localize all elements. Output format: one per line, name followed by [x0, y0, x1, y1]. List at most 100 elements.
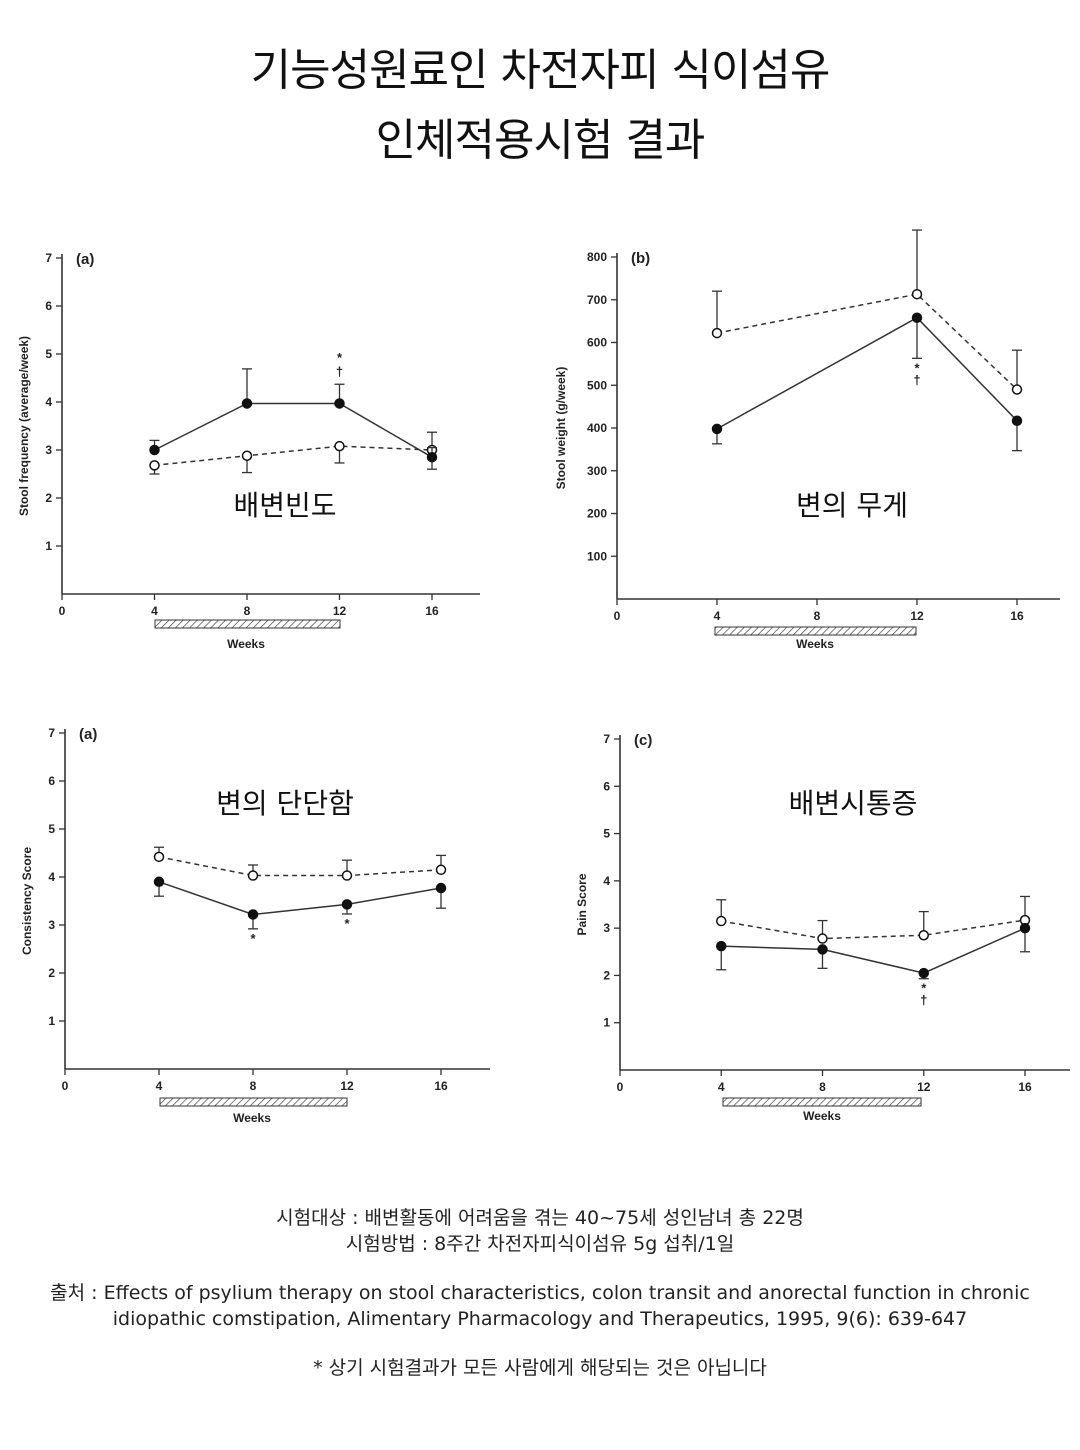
data-point-open — [153, 851, 165, 863]
treatment-bar — [714, 626, 917, 636]
x-axis-label: Weeks — [796, 637, 834, 651]
data-point-filled — [716, 940, 727, 952]
y-axis-label: Pain Score — [575, 873, 589, 935]
footer-source-line2: idiopathic comstipation, Alimentary Phar… — [112, 1308, 968, 1330]
data-point-open — [716, 915, 727, 927]
x-axis-label: Weeks — [227, 637, 265, 651]
y-tick-label: 2 — [603, 968, 610, 982]
footer-method: 시험방법 : 8주간 차전자피식이섬유 5g 섭취/1일 — [345, 1233, 735, 1255]
series-line-open — [154, 445, 433, 467]
data-point-open — [711, 327, 723, 339]
data-point-open — [918, 929, 929, 941]
x-tick-label: 16 — [434, 1079, 448, 1093]
y-tick-label: 6 — [48, 774, 55, 788]
series-line-open — [158, 856, 442, 877]
y-tick-label: 600 — [587, 336, 607, 350]
x-tick-label: 4 — [718, 1080, 725, 1094]
x-tick-label: 8 — [250, 1079, 257, 1093]
overlay-label: 배변시통증 — [789, 787, 918, 820]
data-point-open — [817, 933, 828, 944]
series-line-open — [721, 919, 1026, 940]
data-point-open — [911, 288, 923, 300]
y-tick-label: 7 — [48, 726, 55, 740]
x-tick-label: 4 — [156, 1079, 163, 1093]
panel-label: (a) — [76, 251, 94, 268]
significance-mark: * — [921, 981, 927, 996]
y-tick-label: 700 — [587, 293, 607, 307]
y-tick-label: 1 — [48, 1014, 55, 1028]
footer-source-line1: 출처 : Effects of psylium therapy on stool… — [50, 1282, 1030, 1304]
data-point-filled — [817, 944, 828, 955]
page-title-line1: 기능성원료인 차전자피 식이섬유 — [250, 45, 831, 96]
x-tick-label: 8 — [244, 604, 251, 618]
y-tick-label: 5 — [48, 822, 55, 836]
significance-mark: * — [337, 350, 343, 365]
x-tick-label: 16 — [1018, 1080, 1032, 1094]
series-line-filled — [721, 927, 1026, 974]
x-tick-label: 0 — [59, 604, 66, 618]
y-tick-label: 2 — [48, 966, 55, 980]
x-tick-label: 8 — [819, 1080, 826, 1094]
y-tick-label: 3 — [603, 921, 610, 935]
data-point-filled — [426, 451, 438, 463]
panel-label: (c) — [634, 732, 652, 749]
page-title-line2: 인체적용시험 결과 — [375, 115, 706, 166]
x-tick-label: 0 — [62, 1079, 69, 1093]
significance-mark: * — [250, 931, 256, 946]
x-tick-label: 0 — [614, 609, 621, 623]
treatment-bar — [154, 619, 341, 629]
y-tick-label: 800 — [587, 250, 607, 264]
y-tick-label: 1 — [603, 1016, 610, 1030]
y-tick-label: 200 — [587, 507, 607, 521]
y-tick-label: 5 — [45, 347, 52, 361]
data-point-filled — [1011, 415, 1023, 426]
y-axis-label: Consistency Score — [20, 847, 34, 955]
y-tick-label: 6 — [603, 779, 610, 793]
data-point-open — [334, 440, 345, 452]
data-point-open — [247, 870, 259, 881]
x-tick-label: 4 — [714, 609, 721, 623]
y-tick-label: 100 — [587, 549, 607, 563]
y-tick-label: 4 — [603, 874, 610, 888]
significance-mark: * — [914, 360, 920, 375]
x-tick-label: 4 — [151, 604, 158, 618]
treatment-bar — [159, 1097, 348, 1107]
series-line-open — [716, 293, 1018, 391]
overlay-label: 변의 단단함 — [216, 787, 354, 820]
y-tick-label: 400 — [587, 421, 607, 435]
treatment-bar — [722, 1097, 922, 1107]
x-tick-label: 0 — [617, 1080, 624, 1094]
data-point-filled — [241, 398, 253, 409]
data-point-open — [149, 460, 160, 471]
y-tick-label: 4 — [45, 395, 52, 409]
x-tick-label: 12 — [917, 1080, 931, 1094]
data-point-filled — [1019, 922, 1031, 934]
data-point-open — [1011, 384, 1023, 395]
significance-mark: * — [344, 916, 350, 931]
data-point-filled — [334, 398, 345, 409]
x-tick-label: 16 — [1010, 609, 1024, 623]
y-tick-label: 5 — [603, 827, 610, 841]
data-point-open — [241, 450, 253, 462]
footer-disclaimer: * 상기 시험결과가 모든 사람에게 해당되는 것은 아닙니다 — [313, 1357, 767, 1379]
panel-label: (a) — [79, 726, 97, 743]
data-point-open — [341, 870, 353, 881]
chart-stool-weight: 100 200 300 400 500 600 700 800 0 4 8 12 16 Stool wei… — [554, 229, 1060, 651]
x-tick-label: 12 — [340, 1079, 354, 1093]
x-tick-label: 12 — [333, 604, 347, 618]
significance-mark: † — [336, 364, 343, 379]
footer-subjects: 시험대상 : 배변활동에 어려움을 겪는 40~75세 성인남녀 총 22명 — [276, 1207, 804, 1229]
series-line-filled — [154, 402, 433, 458]
y-tick-label: 7 — [603, 732, 610, 746]
data-point-filled — [341, 899, 353, 910]
y-tick-label: 3 — [45, 443, 52, 457]
significance-mark: † — [920, 993, 927, 1008]
data-point-filled — [911, 312, 923, 323]
x-tick-label: 16 — [425, 604, 439, 618]
series-line-filled — [716, 316, 1018, 430]
y-tick-label: 300 — [587, 464, 607, 478]
significance-mark: † — [913, 372, 920, 387]
